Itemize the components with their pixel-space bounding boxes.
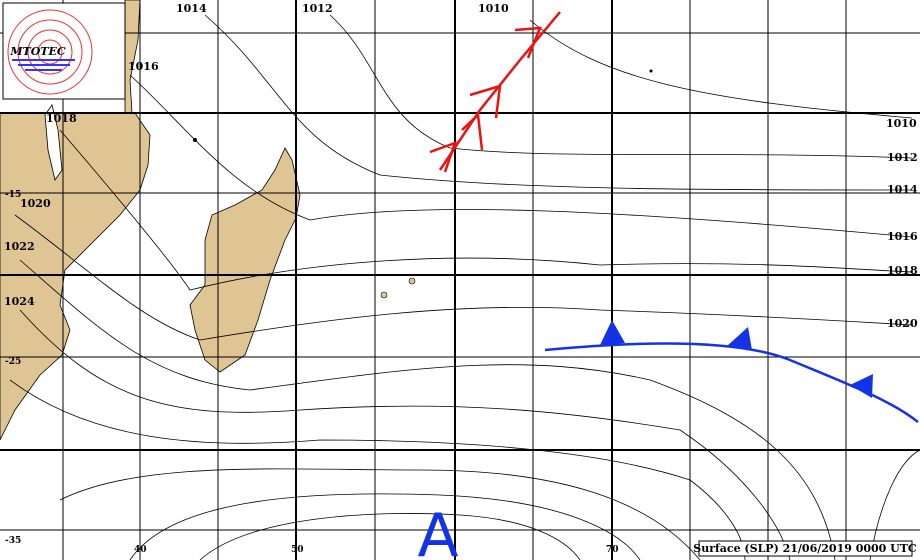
longitude-label: 70 [606,545,619,555]
isobar-label: 1010 [886,117,917,130]
isobar-label: 1016 [128,60,159,73]
latitude-label: -25 [5,357,21,367]
longitude-label: 50 [291,545,304,555]
high-pressure-center: A [417,501,458,560]
footer: Surface (SLP) 21/06/2019 0000 UTC [693,542,917,555]
isobar-label: 1020 [20,197,51,210]
isobar-label: 1014 [887,183,918,196]
isobar-label: 1014 [176,2,207,15]
africa-coast [0,112,151,441]
cold-front [544,342,919,423]
logo-waves [12,59,75,71]
isobar-label: 1010 [478,2,509,15]
latitude-label: -35 [5,536,21,546]
isobar-label: 1018 [887,264,918,277]
footer-box [698,540,913,557]
isobar-label: 1022 [4,240,35,253]
isobar-label: 1012 [887,151,918,164]
isobar-label: 1016 [887,230,918,243]
trough-barbs [429,26,542,173]
isobar-label: 1024 [4,295,35,308]
longitude-label: 40 [134,545,147,555]
isobar-label: 1020 [887,317,918,330]
island [380,291,388,299]
island [649,69,653,73]
latitude-label: -15 [5,190,21,200]
island [408,277,416,285]
isobar-label: 1018 [46,112,77,125]
logo-circles [7,9,93,95]
isobars [9,14,920,560]
logo-text: MTOTEC [9,45,66,58]
lake [44,104,63,181]
front-triangles [600,320,873,398]
isobar-label: 1012 [302,2,333,15]
logo: MTOTEC [2,2,126,100]
